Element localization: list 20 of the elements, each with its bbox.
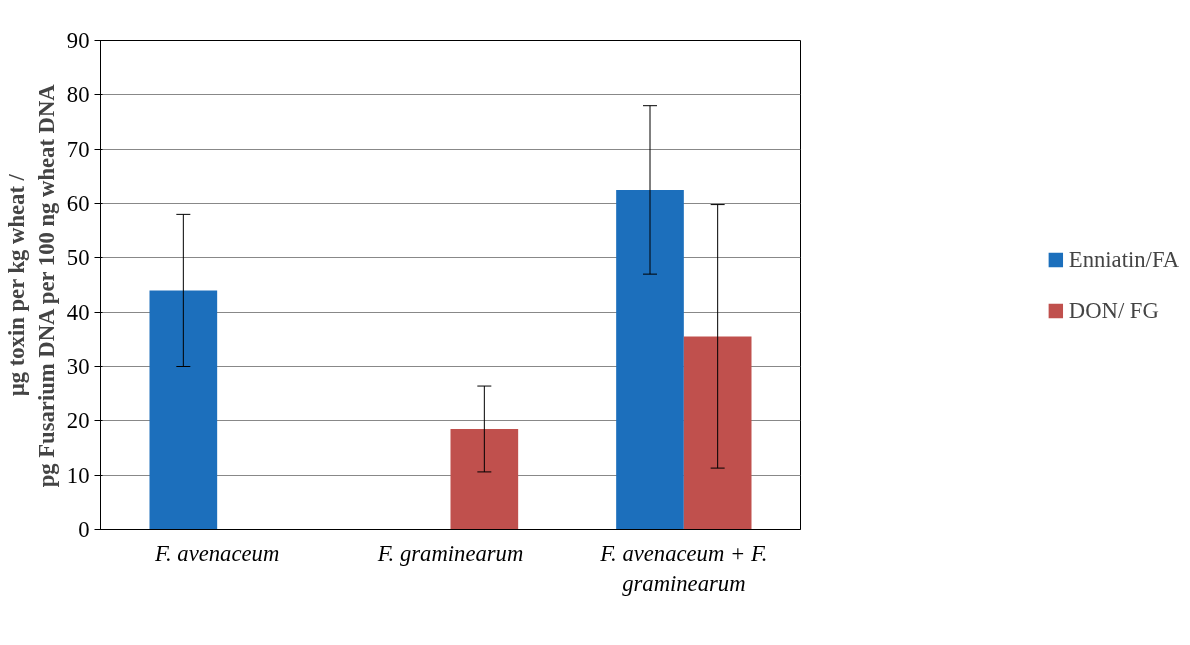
legend-label: DON/ FG	[1068, 297, 1159, 323]
y-tick-label: 20	[66, 408, 90, 434]
y-tick-label: 50	[66, 245, 90, 271]
y-tick-label: 90	[66, 28, 90, 53]
x-tick-label: F. avenaceum	[154, 540, 280, 566]
bar	[683, 336, 752, 530]
legend-label: Enniatin/FA	[1068, 246, 1180, 272]
bar	[616, 189, 684, 530]
bar	[149, 290, 218, 530]
y-axis-title: µg toxin per kg wheat / pg Fusarium DNA per 100 ng wheat DNA	[3, 83, 59, 488]
y-tick-label: 70	[66, 136, 90, 162]
x-tick-label: F. avenaceum + F. graminearum	[599, 540, 768, 596]
x-tick-label: F. graminearum	[376, 540, 524, 566]
y-tick-label: 80	[66, 82, 90, 108]
y-tick-label: 30	[66, 354, 90, 379]
y-tick-label: 0	[78, 517, 90, 542]
bar	[450, 428, 519, 530]
y-tick-label: 10	[66, 462, 90, 488]
y-tick-label: 40	[66, 299, 90, 325]
y-tick-label: 60	[66, 191, 90, 216]
